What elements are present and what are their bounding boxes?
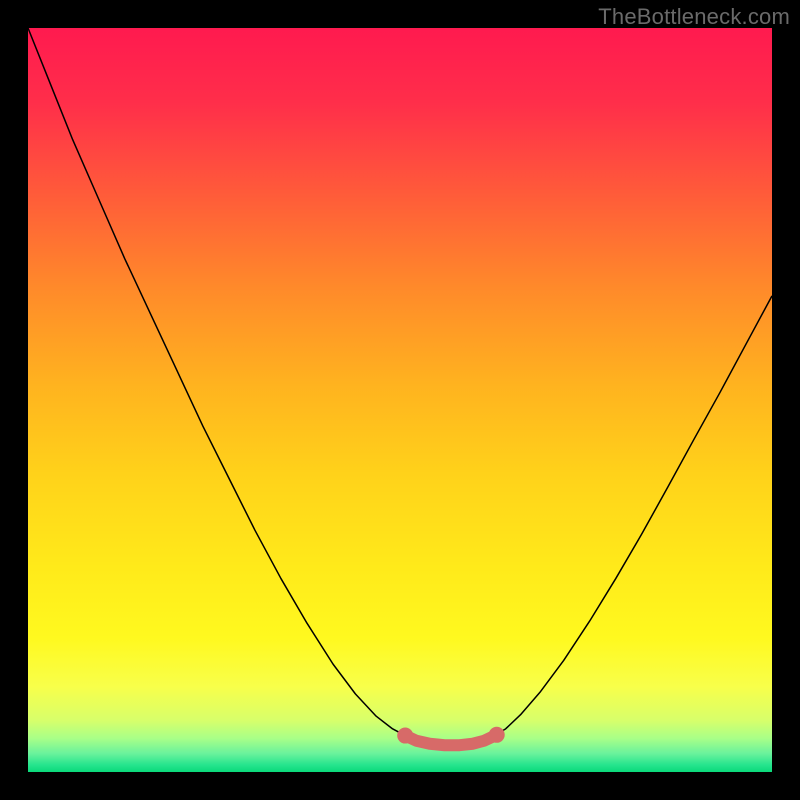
bottleneck-chart [0,0,800,800]
optimal-range-end-dot [489,727,505,743]
watermark-text: TheBottleneck.com [598,4,790,30]
plot-background [28,28,772,772]
chart-container: TheBottleneck.com [0,0,800,800]
optimal-range-start-dot [397,728,413,744]
